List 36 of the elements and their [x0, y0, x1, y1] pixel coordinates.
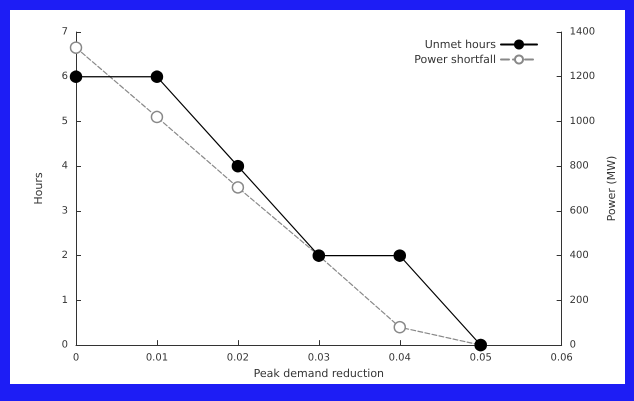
y-tick-label: 0	[62, 340, 68, 351]
y2-tick-label: 400	[570, 250, 589, 262]
point	[150, 110, 164, 124]
y2-axis-title: Power (MW)	[605, 156, 618, 222]
legend-label: Power shortfall	[414, 53, 496, 66]
y-tick-label: 6	[62, 71, 68, 82]
point	[394, 249, 406, 262]
y2-tick-label: 200	[570, 294, 589, 306]
point	[70, 41, 82, 54]
point	[70, 70, 82, 83]
point	[394, 320, 406, 334]
x-tick-label: 0	[72, 352, 80, 364]
x-tick-label: 0.04	[388, 352, 411, 364]
point	[232, 181, 244, 194]
x-tick-label: 0.06	[550, 352, 573, 364]
point	[232, 160, 244, 172]
y2-tick-label: 1200	[570, 71, 596, 82]
y-tick-label: 7	[62, 26, 68, 38]
y2-tick-label: 600	[570, 205, 589, 216]
x-tick-label: 0.02	[226, 352, 250, 364]
y2-tick-label: 0	[570, 340, 576, 351]
x-tick-label: 0.03	[308, 352, 330, 364]
x-tick-label: 0.05	[470, 352, 492, 364]
point	[150, 70, 164, 83]
y-axis-title: Hours	[32, 172, 45, 205]
x-tick-label: 0.01	[146, 352, 168, 364]
y2-tick-label: 800	[570, 160, 589, 172]
y2-tick-label: 1000	[570, 116, 596, 127]
y-tick-label: 3	[62, 205, 68, 216]
y-tick-label: 1	[62, 294, 68, 306]
y2-tick-label: 1400	[570, 26, 596, 38]
x-axis-title: Peak demand reduction	[254, 367, 384, 380]
legend-label: Unmet hours	[424, 38, 496, 51]
y-tick-label: 5	[62, 116, 68, 127]
y-tick-label: 4	[62, 160, 68, 172]
y-tick-label: 2	[62, 250, 68, 262]
